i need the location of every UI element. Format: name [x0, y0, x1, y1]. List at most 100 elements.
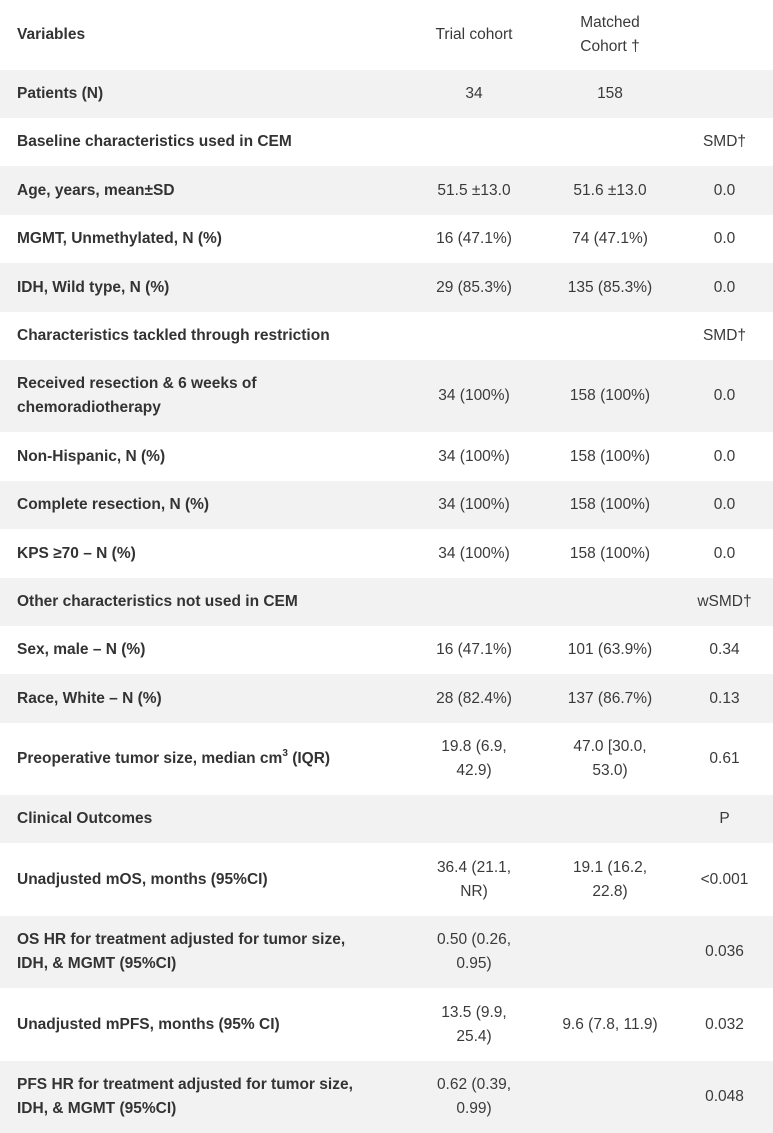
table-row-mgmt: MGMT, Unmethylated, N (%) 16 (47.1%) 74 …: [0, 215, 773, 263]
matched-value: 135 (85.3%): [544, 263, 676, 312]
section-label: Baseline characteristics used in CEM: [17, 133, 292, 150]
header-variables: Variables: [17, 26, 86, 43]
table-row-os-hr: OS HR for treatment adjusted for tumor s…: [0, 916, 773, 988]
trial-value: 28 (82.4%): [404, 674, 544, 723]
table-row-tumor-size: Preoperative tumor size, median cm3 (IQR…: [0, 723, 773, 795]
stat-value: 0.0: [713, 230, 736, 247]
stat-value: 0.0: [676, 360, 773, 432]
matched-value-text: 47.0 [30.0, 53.0): [573, 738, 647, 779]
trial-value-text: 13.5 (9.9, 25.4): [441, 1003, 507, 1045]
matched-value: 101 (63.9%): [567, 641, 653, 658]
section-row-restriction: Characteristics tackled through restrict…: [0, 312, 773, 360]
trial-value: 19.8 (6.9, 42.9): [404, 723, 544, 795]
table-row-non-hispanic: Non-Hispanic, N (%) 34 (100%) 158 (100%)…: [0, 432, 773, 481]
table-row-pfs-hr: PFS HR for treatment adjusted for tumor …: [0, 1061, 773, 1133]
section-label: Other characteristics not used in CEM: [0, 578, 404, 626]
stat-value: 0.61: [709, 750, 740, 767]
matched-value: 158 (100%): [569, 544, 651, 562]
matched-value: 74 (47.1%): [572, 230, 648, 247]
stat-value: 0.0: [676, 263, 773, 312]
matched-value: 47.0 [30.0, 53.0): [544, 723, 676, 795]
row-label: Sex, male – N (%): [17, 641, 146, 658]
table-row-complete-resection: Complete resection, N (%) 34 (100%) 158 …: [0, 481, 773, 529]
matched-value: 19.1 (16.2, 22.8): [544, 843, 676, 916]
row-label: Patients (N): [0, 70, 404, 118]
table-row-kps: KPS ≥70 – N (%) 34 (100%) 158 (100%) 0.0: [0, 529, 773, 578]
header-matched-cohort-text: Matched Cohort †: [580, 14, 640, 55]
empty-cell: [404, 578, 544, 626]
section-label: Clinical Outcomes: [0, 795, 404, 843]
stat-value: 0.0: [676, 166, 773, 215]
matched-value: 9.6 (7.8, 11.9): [562, 1015, 658, 1033]
section-row-outcomes: Clinical Outcomes P: [0, 795, 773, 843]
row-label: IDH, Wild type, N (%): [0, 263, 404, 312]
trial-value-text: 0.62 (0.39, 0.99): [436, 1076, 512, 1117]
section-stat-label: SMD†: [702, 327, 747, 344]
stat-value: 0.048: [676, 1061, 773, 1133]
stat-value: [676, 70, 773, 118]
matched-value: 158: [544, 70, 676, 118]
row-label: Preoperative tumor size, median cm3 (IQR…: [0, 723, 404, 795]
trial-value: 34 (100%): [404, 360, 544, 432]
trial-value: 51.5 ±13.0: [404, 166, 544, 215]
table-row-race: Race, White – N (%) 28 (82.4%) 137 (86.7…: [0, 674, 773, 723]
matched-value: [544, 916, 676, 988]
empty-cell: [544, 312, 676, 360]
stat-value: 0.0: [713, 544, 736, 562]
row-label: MGMT, Unmethylated, N (%): [17, 230, 222, 247]
row-label: KPS ≥70 – N (%): [17, 544, 136, 562]
header-trial-cohort: Trial cohort: [435, 26, 513, 43]
row-label-main: Preoperative tumor size, median cm: [17, 750, 283, 767]
trial-value: 34 (100%): [404, 481, 544, 529]
stat-value: <0.001: [700, 870, 749, 888]
trial-value: 13.5 (9.9, 25.4): [404, 988, 544, 1061]
trial-value-text: 0.50 (0.26, 0.95): [436, 931, 512, 972]
empty-cell: [404, 795, 544, 843]
trial-value-text: 36.4 (21.1, NR): [436, 858, 512, 900]
section-row-other: Other characteristics not used in CEM wS…: [0, 578, 773, 626]
matched-value: 158 (100%): [544, 360, 676, 432]
matched-value: [544, 1061, 676, 1133]
row-label: Complete resection, N (%): [0, 481, 404, 529]
trial-value: 34 (100%): [438, 447, 510, 465]
stat-value: 0.34: [709, 641, 740, 658]
empty-cell: [544, 578, 676, 626]
row-label: Age, years, mean±SD: [0, 166, 404, 215]
table-row-sex: Sex, male – N (%) 16 (47.1%) 101 (63.9%)…: [0, 626, 773, 674]
table-row-idh: IDH, Wild type, N (%) 29 (85.3%) 135 (85…: [0, 263, 773, 312]
row-label: Non-Hispanic, N (%): [17, 447, 166, 465]
row-label: OS HR for treatment adjusted for tumor s…: [0, 916, 404, 988]
matched-value-text: 19.1 (16.2, 22.8): [572, 858, 648, 900]
stat-value: 0.13: [676, 674, 773, 723]
stat-value: 0.0: [676, 481, 773, 529]
stat-value: 0.0: [713, 447, 736, 465]
row-label: Unadjusted mOS, months (95%CI): [17, 870, 268, 888]
row-label: PFS HR for treatment adjusted for tumor …: [0, 1061, 404, 1133]
section-label: Characteristics tackled through restrict…: [17, 327, 330, 344]
header-stat: [676, 0, 773, 70]
empty-cell: [404, 118, 544, 166]
header-matched-cohort: Matched Cohort †: [544, 0, 676, 70]
matched-value: 158 (100%): [544, 481, 676, 529]
table-row-mpfs: Unadjusted mPFS, months (95% CI) 13.5 (9…: [0, 988, 773, 1061]
trial-value: 0.50 (0.26, 0.95): [404, 916, 544, 988]
trial-value: 16 (47.1%): [436, 641, 512, 658]
empty-cell: [404, 312, 544, 360]
stat-value: 0.036: [676, 916, 773, 988]
trial-value: 29 (85.3%): [404, 263, 544, 312]
header-row: Variables Trial cohort Matched Cohort †: [0, 0, 773, 70]
empty-cell: [544, 795, 676, 843]
trial-value: 36.4 (21.1, NR): [404, 843, 544, 916]
table-row-mos: Unadjusted mOS, months (95%CI) 36.4 (21.…: [0, 843, 773, 916]
trial-value-text: 19.8 (6.9, 42.9): [441, 738, 507, 779]
section-stat-label: P: [676, 795, 773, 843]
section-stat-label: wSMD†: [676, 578, 773, 626]
matched-value: 158 (100%): [569, 447, 651, 465]
row-label: Race, White – N (%): [0, 674, 404, 723]
table-row-age: Age, years, mean±SD 51.5 ±13.0 51.6 ±13.…: [0, 166, 773, 215]
table-row-resection-chemo: Received resection & 6 weeks of chemorad…: [0, 360, 773, 432]
section-stat-label: SMD†: [702, 133, 747, 150]
superscript-3: 3: [282, 747, 288, 759]
section-row-baseline: Baseline characteristics used in CEM SMD…: [0, 118, 773, 166]
